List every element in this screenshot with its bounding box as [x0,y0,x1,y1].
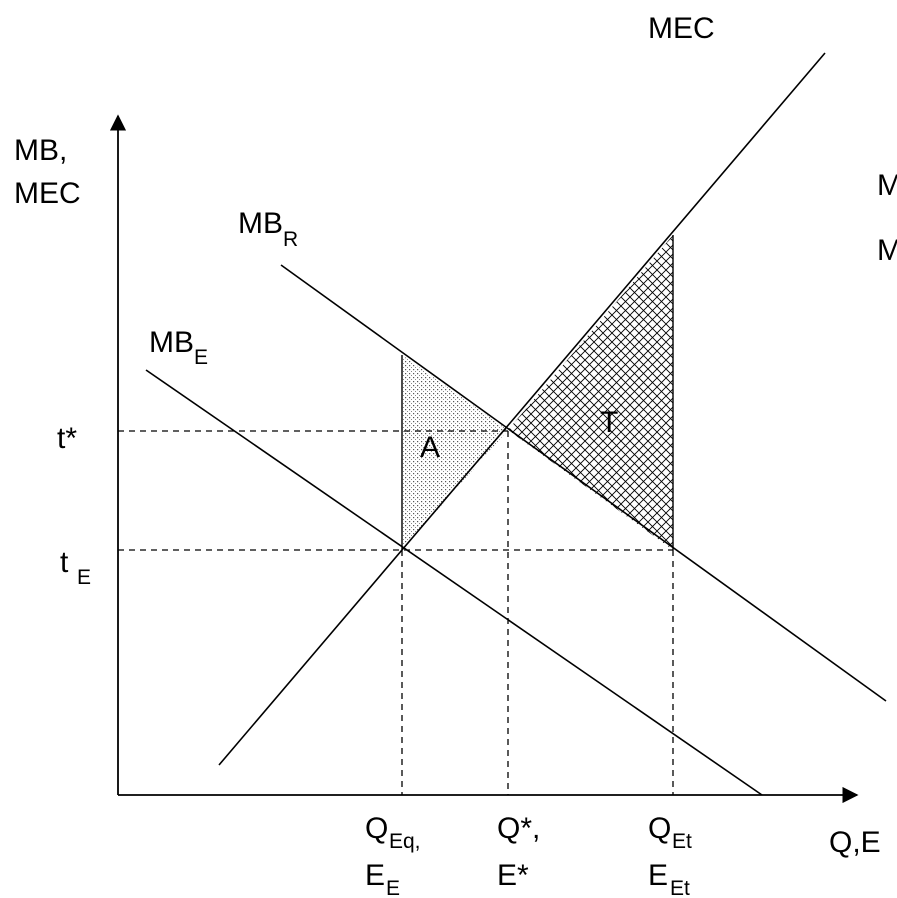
region-a-label: A [420,431,440,464]
mb-e-subscript: E [194,346,208,369]
q-et-label: Q [648,812,671,845]
mec-curve [218,52,826,766]
t-e-subscript: E [77,566,91,589]
mb-r-curve [280,264,887,702]
q-eq-subscript: Eq, [389,830,421,853]
q-et-subscript: Et [672,830,692,853]
x-axis-label: Q,E [829,826,881,859]
region-a-shading [402,355,508,550]
mec-label: MEC [648,12,715,45]
clipped-text-line2: M [877,234,897,267]
e-e-subscript: E [386,877,400,898]
e-et-label: E [648,859,668,892]
e-et-subscript: Et [670,877,690,898]
mb-e-label: MB [149,326,194,359]
mb-r-subscript: R [283,228,298,251]
region-t-shading [508,235,673,550]
y-axis-label-line2: MEC [14,177,81,210]
e-e-label: E [365,859,385,892]
clipped-text-line1: M [877,169,897,202]
mb-r-label: MB [238,207,283,240]
t-e-label: t [60,546,69,579]
mb-e-curve [145,369,763,796]
e-star-label: E* [497,859,529,892]
q-star-label: Q*, [497,812,540,845]
q-eq-label: Q [365,812,388,845]
region-t-label: T [600,406,618,439]
y-axis-label-line1: MB, [14,134,67,167]
t-star-label: t* [57,422,77,455]
